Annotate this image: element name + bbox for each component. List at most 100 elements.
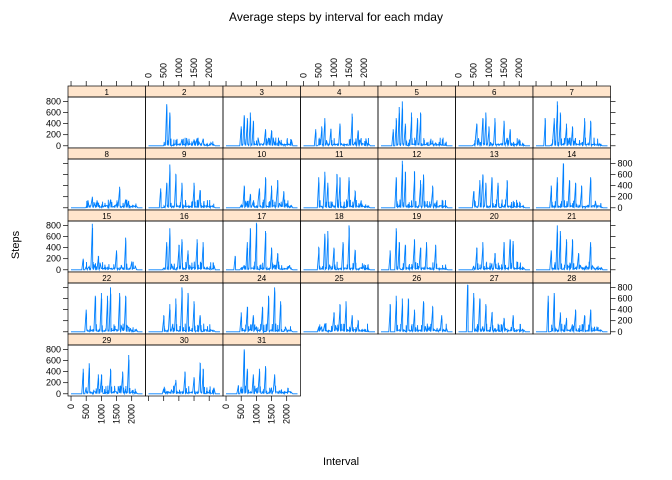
strip-label: 7	[570, 88, 575, 97]
series-line	[458, 112, 530, 148]
panel-22: 22	[67, 271, 146, 335]
panel-19: 19	[377, 209, 456, 273]
x-tick-label: 500	[159, 63, 169, 78]
x-tick-label: 0	[144, 73, 154, 78]
plot-area	[455, 96, 534, 149]
y-axis-right	[610, 225, 616, 271]
strip-label: 21	[567, 212, 576, 221]
y-tick-label: 800	[46, 344, 61, 354]
plot-area	[532, 282, 611, 335]
panel-28: 28	[532, 271, 611, 335]
series-line	[458, 284, 530, 334]
x-tick-label: 1000	[96, 404, 106, 424]
y-tick-label: 0	[56, 141, 61, 151]
y-tick-label: 600	[46, 108, 61, 118]
strip-label: 19	[412, 212, 421, 221]
panel-29: 29	[67, 333, 146, 397]
panel-12: 12	[377, 147, 456, 211]
strip-label: 12	[412, 150, 421, 159]
y-tick-label: 400	[618, 305, 633, 315]
panel-border	[222, 158, 301, 211]
series-line	[71, 287, 143, 334]
x-tick-label: 1000	[251, 404, 261, 424]
plot-area	[300, 220, 379, 273]
strip-label: 31	[257, 336, 266, 345]
plot-area	[455, 282, 534, 335]
y-tick-label: 0	[56, 265, 61, 275]
series-line	[226, 222, 298, 271]
series-line	[148, 362, 220, 396]
panel-2: 2	[145, 85, 224, 149]
y-tick-label: 400	[46, 367, 61, 377]
panel-31: 31	[222, 333, 301, 397]
strip-label: 2	[182, 88, 187, 97]
x-tick-label: 1000	[174, 58, 184, 78]
strip-label: 6	[492, 88, 497, 97]
panel-17: 17	[222, 209, 301, 273]
series-line	[303, 225, 375, 272]
plot-area	[67, 282, 146, 335]
panel-6: 6	[455, 85, 534, 149]
strip-label: 9	[182, 150, 187, 159]
plot-area	[455, 220, 534, 273]
panel-border	[145, 220, 224, 273]
y-tick-label: 0	[56, 389, 61, 399]
x-tick-label: 2000	[359, 58, 369, 78]
panel-border	[300, 220, 379, 273]
strip-label: 16	[180, 212, 189, 221]
strip-label: 22	[102, 274, 111, 283]
panel-8: 8	[67, 147, 146, 211]
plot-area	[222, 158, 301, 211]
strip-label: 15	[102, 212, 111, 221]
strip-label: 24	[257, 274, 266, 283]
panel-border	[67, 96, 146, 149]
plot-area	[67, 344, 146, 397]
panel-border	[145, 282, 224, 335]
plot-area	[67, 158, 146, 211]
x-tick-label: 2000	[204, 58, 214, 78]
strip-label: 23	[180, 274, 189, 283]
panel-1: 1	[67, 85, 146, 149]
panel-border	[532, 220, 611, 273]
panel-4: 4	[300, 85, 379, 149]
x-axis-label: Interval	[323, 456, 359, 468]
plot-area	[222, 96, 301, 149]
plot-area	[145, 344, 224, 397]
plot-area	[532, 96, 611, 149]
strip-label: 3	[260, 88, 265, 97]
series-line	[148, 228, 220, 272]
x-axis-top	[380, 81, 443, 86]
plot-area	[67, 220, 146, 273]
plot-area	[532, 220, 611, 273]
panel-10: 10	[222, 147, 301, 211]
strip-label: 30	[180, 336, 189, 345]
series-line	[71, 354, 143, 396]
strip-label: 28	[567, 274, 576, 283]
y-tick-label: 800	[46, 220, 61, 230]
plot-area	[222, 282, 301, 335]
y-tick-label: 0	[618, 327, 623, 337]
x-tick-label: 1500	[499, 58, 509, 78]
x-tick-label: 1000	[329, 58, 339, 78]
panel-border	[377, 282, 456, 335]
y-tick-label: 400	[46, 119, 61, 129]
x-tick-label: 1500	[112, 404, 122, 424]
panel-14: 14	[532, 147, 611, 211]
panel-border	[455, 158, 534, 211]
panel-20: 20	[455, 209, 534, 273]
series-line	[71, 186, 143, 210]
panel-border	[222, 96, 301, 149]
panel-24: 24	[222, 271, 301, 335]
strip-label: 8	[105, 150, 110, 159]
panel-13: 13	[455, 147, 534, 211]
y-axis-left	[63, 287, 68, 333]
strip-label: 5	[415, 88, 420, 97]
panel-30: 30	[145, 333, 224, 397]
strip-label: 14	[567, 150, 576, 159]
